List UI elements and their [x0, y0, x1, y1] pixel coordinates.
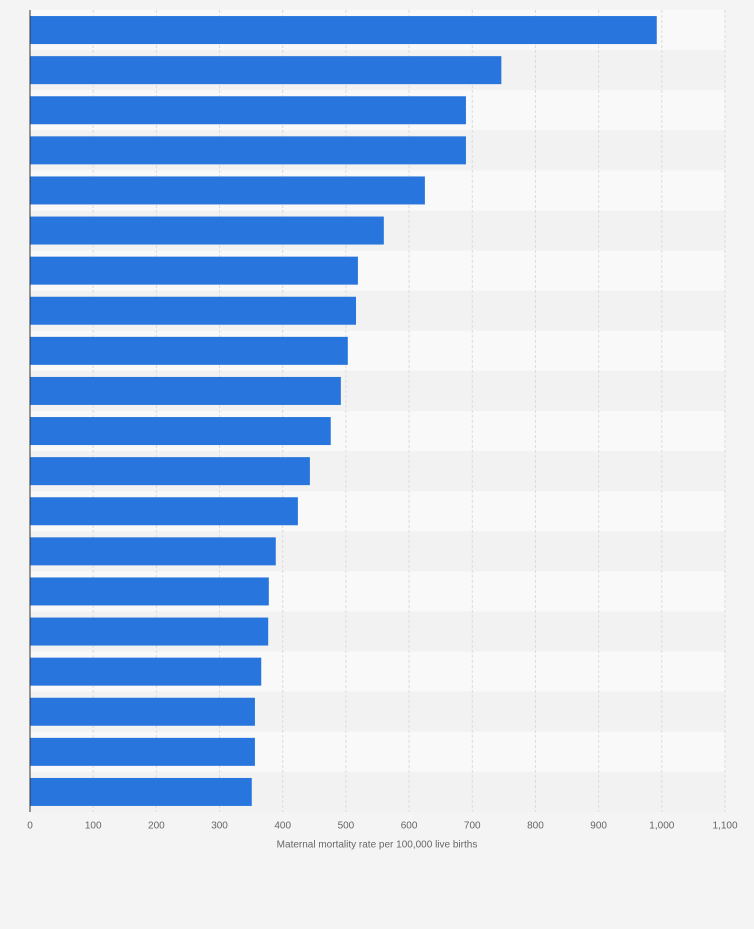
bar	[30, 256, 358, 285]
x-tick-label: 800	[527, 821, 544, 832]
bar	[30, 96, 466, 125]
bar	[30, 617, 269, 646]
x-tick-label: 300	[211, 821, 228, 832]
x-tick-label: 700	[464, 821, 481, 832]
x-tick-label: 100	[85, 821, 102, 832]
bar	[30, 577, 269, 606]
bar	[30, 417, 331, 446]
x-tick-label: 500	[338, 821, 355, 832]
x-tick-label: 1,000	[649, 821, 674, 832]
x-tick-label: 900	[590, 821, 607, 832]
x-tick-label: 1,100	[712, 821, 737, 832]
bar	[30, 176, 425, 205]
bar	[30, 336, 348, 365]
bar	[30, 56, 502, 85]
bar	[30, 697, 255, 726]
bar	[30, 777, 252, 806]
bar	[30, 216, 384, 245]
bar	[30, 657, 262, 686]
bar	[30, 16, 657, 45]
bar	[30, 537, 276, 566]
x-tick-label: 200	[148, 821, 165, 832]
x-tick-label: 600	[401, 821, 418, 832]
x-tick-label: 0	[27, 821, 33, 832]
x-axis-label: Maternal mortality rate per 100,000 live…	[277, 840, 478, 851]
bar	[30, 136, 466, 165]
bar	[30, 457, 310, 486]
bar	[30, 296, 357, 325]
bar	[30, 376, 341, 405]
bar	[30, 497, 298, 526]
bar	[30, 737, 255, 766]
x-tick-label: 400	[274, 821, 291, 832]
